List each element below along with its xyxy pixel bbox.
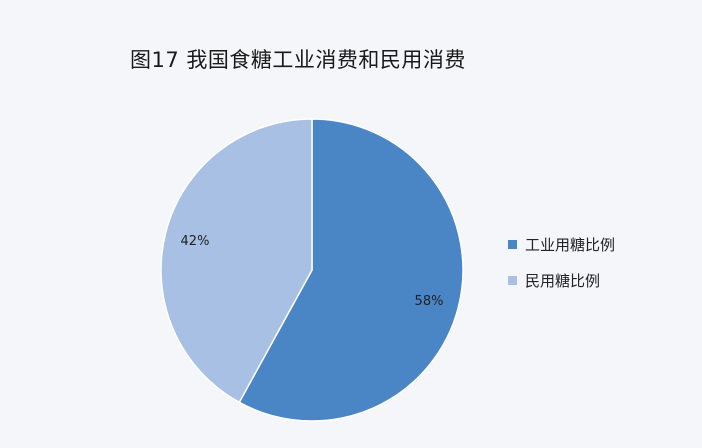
legend-item-civil: 民用糖比例 (508, 270, 600, 291)
legend-swatch (508, 276, 517, 285)
legend-swatch (508, 240, 517, 249)
legend-label: 工业用糖比例 (525, 236, 616, 254)
legend-item-industrial: 工业用糖比例 (508, 234, 615, 255)
data-label: 58% (415, 294, 444, 309)
data-label: 42% (181, 234, 210, 249)
chart-title: 图17 我国食糖工业消费和民用消费 (130, 48, 466, 72)
pie-slice-1 (160, 118, 313, 404)
legend-label: 民用糖比例 (525, 272, 601, 290)
pie-slice-0 (238, 118, 464, 422)
